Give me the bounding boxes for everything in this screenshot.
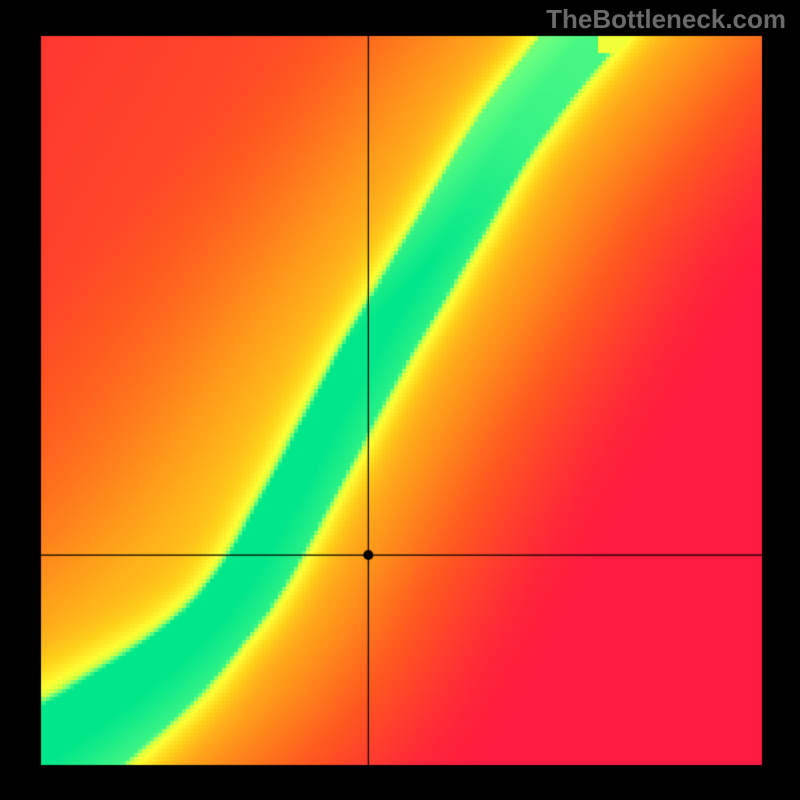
watermark-text: TheBottleneck.com <box>546 4 786 35</box>
chart-container: TheBottleneck.com <box>0 0 800 800</box>
bottleneck-heatmap <box>0 0 800 800</box>
